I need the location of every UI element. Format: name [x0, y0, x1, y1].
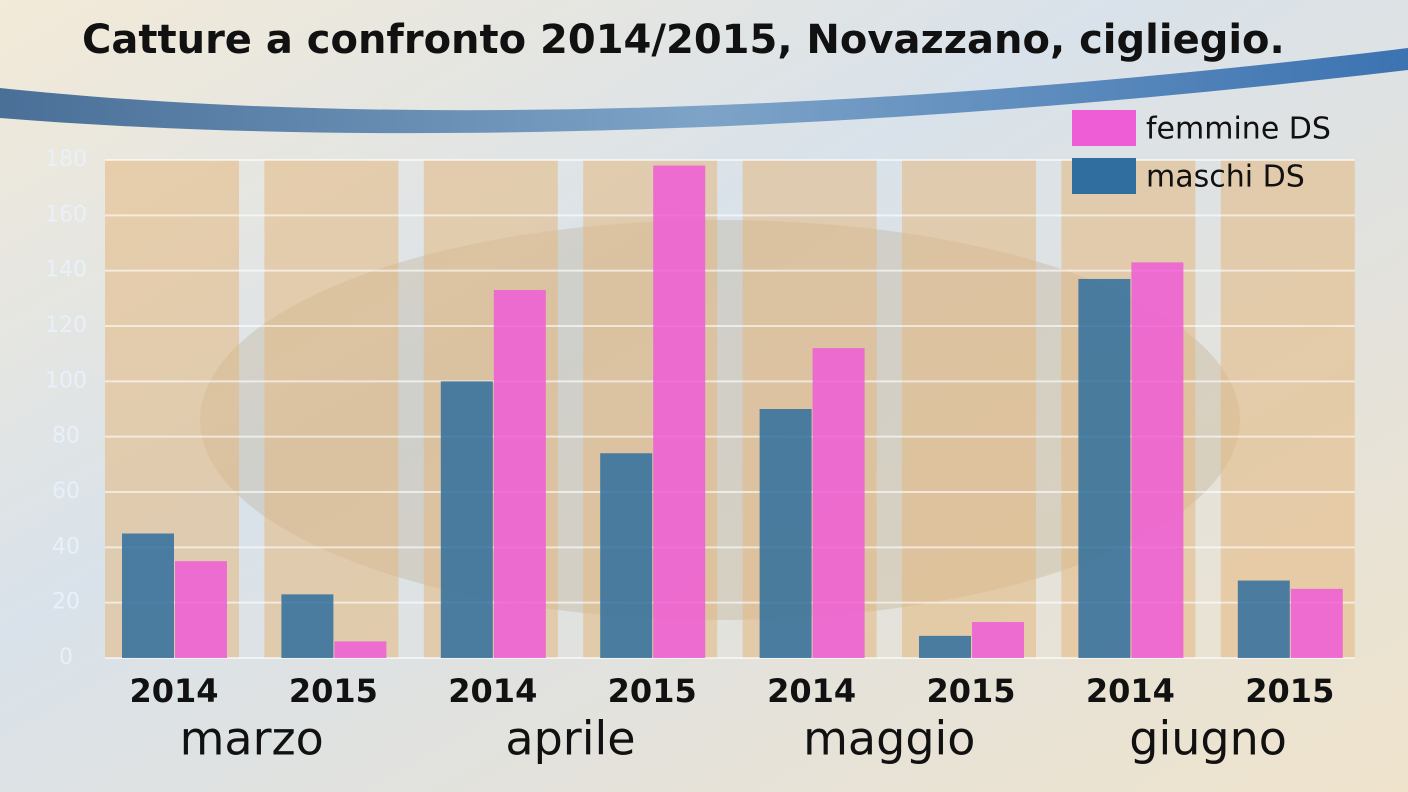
- bar: [440, 381, 493, 658]
- bar: [972, 622, 1024, 658]
- y-tick-label: 140: [45, 258, 87, 283]
- y-tick-label: 160: [45, 202, 87, 227]
- legend-label: maschi DS: [1146, 160, 1305, 195]
- bar: [334, 641, 387, 658]
- x-tick-label: 2015: [1245, 672, 1334, 710]
- panel: [902, 160, 1036, 658]
- panel: [264, 160, 399, 658]
- chart-title: Catture a confronto 2014/2015, Novazzano…: [82, 17, 1285, 63]
- legend-swatch: [1072, 158, 1136, 194]
- y-tick-label: 120: [45, 313, 87, 338]
- group-label: aprile: [505, 712, 635, 766]
- bar: [600, 453, 653, 658]
- x-tick-label: 2015: [608, 672, 697, 710]
- y-tick-label: 40: [52, 534, 80, 559]
- legend-swatch: [1072, 110, 1136, 146]
- y-tick-label: 180: [45, 147, 87, 172]
- panel: [1220, 160, 1355, 658]
- bar: [175, 561, 227, 658]
- bar: [1237, 580, 1290, 658]
- y-tick-label: 20: [52, 590, 80, 615]
- x-tick-label: 2014: [448, 672, 537, 710]
- legend-label: femmine DS: [1146, 112, 1331, 147]
- y-tick-label: 0: [59, 645, 73, 670]
- bar: [919, 635, 971, 658]
- group-label: maggio: [803, 712, 975, 766]
- bar: [812, 348, 865, 658]
- swoosh: [0, 48, 1408, 134]
- bar: [1078, 278, 1131, 658]
- bar: [653, 165, 706, 659]
- bar: [759, 409, 812, 658]
- x-tick-label: 2014: [1086, 672, 1175, 710]
- x-tick-label: 2015: [289, 672, 378, 710]
- x-tick-label: 2014: [129, 672, 218, 710]
- bar: [281, 594, 334, 658]
- x-tick-label: 2015: [926, 672, 1015, 710]
- bar: [1131, 262, 1184, 658]
- y-tick-label: 100: [45, 368, 87, 393]
- bar: [1290, 588, 1343, 658]
- bar: [493, 290, 546, 658]
- y-tick-label: 60: [52, 479, 80, 504]
- group-label: giugno: [1129, 712, 1287, 766]
- x-tick-label: 2014: [767, 672, 856, 710]
- y-tick-label: 80: [52, 424, 80, 449]
- group-label: marzo: [180, 712, 324, 766]
- bar: [122, 533, 174, 658]
